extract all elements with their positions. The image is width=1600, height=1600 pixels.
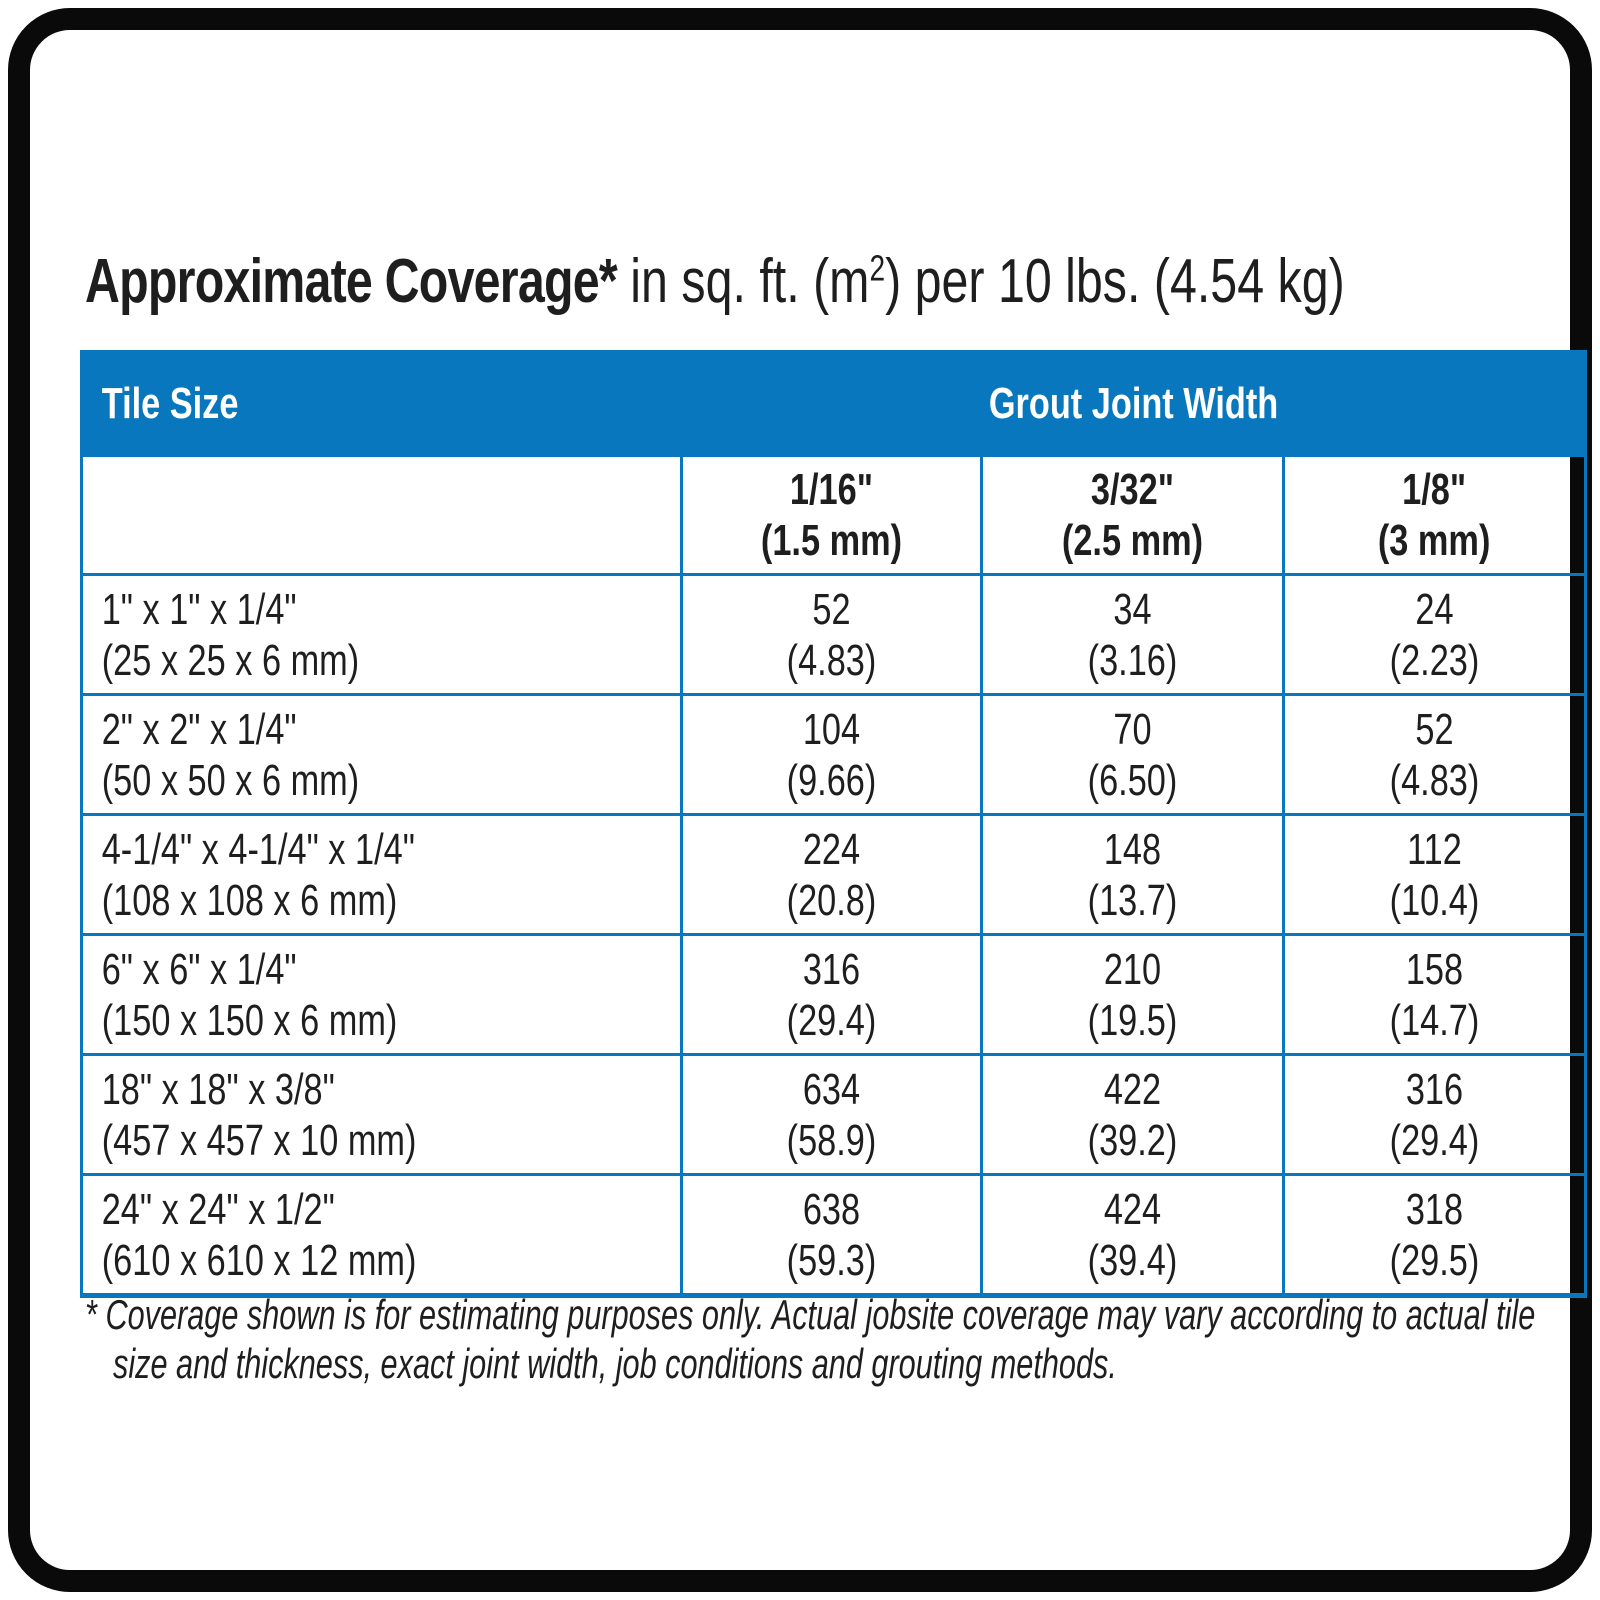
coverage-cell: 112 (10.4)	[1281, 813, 1588, 936]
header-tile-size: Tile Size	[80, 350, 683, 457]
tile-size-cell: 24" x 24" x 1/2" (610 x 610 x 12 mm)	[80, 1173, 683, 1298]
table-row: 4-1/4" x 4-1/4" x 1/4" (108 x 108 x 6 mm)…	[80, 813, 1588, 936]
coverage-cell: 316 (29.4)	[1281, 1053, 1588, 1176]
coverage-table: Tile Size Grout Joint Width 1/16" (1.5 mm…	[80, 350, 1588, 1298]
footnote: * Coverage shown is for estimating purpo…	[85, 1290, 1600, 1388]
coverage-cell: 34 (3.16)	[980, 573, 1285, 696]
title-units-1: in sq. ft. (m	[616, 247, 870, 316]
tile-size-cell: 18" x 18" x 3/8" (457 x 457 x 10 mm)	[80, 1053, 683, 1176]
coverage-cell: 424 (39.4)	[980, 1173, 1285, 1298]
coverage-cell: 158 (14.7)	[1281, 933, 1588, 1056]
title-units-2: ) per 10 lbs. (4.54 kg)	[885, 247, 1345, 316]
coverage-cell: 52 (4.83)	[680, 573, 983, 696]
coverage-cell: 634 (58.9)	[680, 1053, 983, 1176]
page-title: Approximate Coverage* in sq. ft. (m2) pe…	[85, 242, 1600, 322]
coverage-cell: 316 (29.4)	[680, 933, 983, 1056]
coverage-cell: 422 (39.2)	[980, 1053, 1285, 1176]
coverage-cell: 210 (19.5)	[980, 933, 1285, 1056]
title-bold: Approximate Coverage*	[85, 247, 618, 316]
coverage-card: Approximate Coverage* in sq. ft. (m2) pe…	[8, 8, 1592, 1592]
footnote-line-1: * Coverage shown is for estimating purpo…	[85, 1291, 1536, 1338]
coverage-cell: 104 (9.66)	[680, 693, 983, 816]
coverage-cell: 70 (6.50)	[980, 693, 1285, 816]
header-grout-joint-width: Grout Joint Width	[679, 350, 1588, 457]
tile-size-cell: 4-1/4" x 4-1/4" x 1/4" (108 x 108 x 6 mm)	[80, 813, 683, 936]
coverage-cell: 24 (2.23)	[1281, 573, 1588, 696]
coverage-cell: 52 (4.83)	[1281, 693, 1588, 816]
coverage-cell: 638 (59.3)	[680, 1173, 983, 1298]
subheader-empty-cell	[80, 454, 683, 576]
coverage-cell: 148 (13.7)	[980, 813, 1285, 936]
table-subheader-row: 1/16" (1.5 mm) 3/32" (2.5 mm) 1/8" (3 mm)	[80, 454, 1588, 576]
subheader-width-1-8: 1/8" (3 mm)	[1281, 454, 1588, 576]
coverage-cell: 224 (20.8)	[680, 813, 983, 936]
coverage-cell: 318 (29.5)	[1281, 1173, 1588, 1298]
title-superscript: 2	[869, 247, 886, 289]
tile-size-cell: 6" x 6" x 1/4" (150 x 150 x 6 mm)	[80, 933, 683, 1056]
table-header-row: Tile Size Grout Joint Width	[80, 350, 1588, 457]
subheader-width-3-32: 3/32" (2.5 mm)	[980, 454, 1285, 576]
subheader-width-1-16: 1/16" (1.5 mm)	[680, 454, 983, 576]
table-row: 18" x 18" x 3/8" (457 x 457 x 10 mm) 634(…	[80, 1053, 1588, 1176]
table-row: 2" x 2" x 1/4" (50 x 50 x 6 mm) 104 (9.66)…	[80, 693, 1588, 816]
table-row: 24" x 24" x 1/2" (610 x 610 x 12 mm) 638(…	[80, 1173, 1588, 1298]
tile-size-cell: 1" x 1" x 1/4" (25 x 25 x 6 mm)	[80, 573, 683, 696]
footnote-line-2: size and thickness, exact joint width, j…	[113, 1340, 1117, 1387]
table-row: 6" x 6" x 1/4" (150 x 150 x 6 mm) 316 (29.…	[80, 933, 1588, 1056]
table-row: 1" x 1" x 1/4" (25 x 25 x 6 mm) 52 (4.83) …	[80, 573, 1588, 696]
tile-size-cell: 2" x 2" x 1/4" (50 x 50 x 6 mm)	[80, 693, 683, 816]
